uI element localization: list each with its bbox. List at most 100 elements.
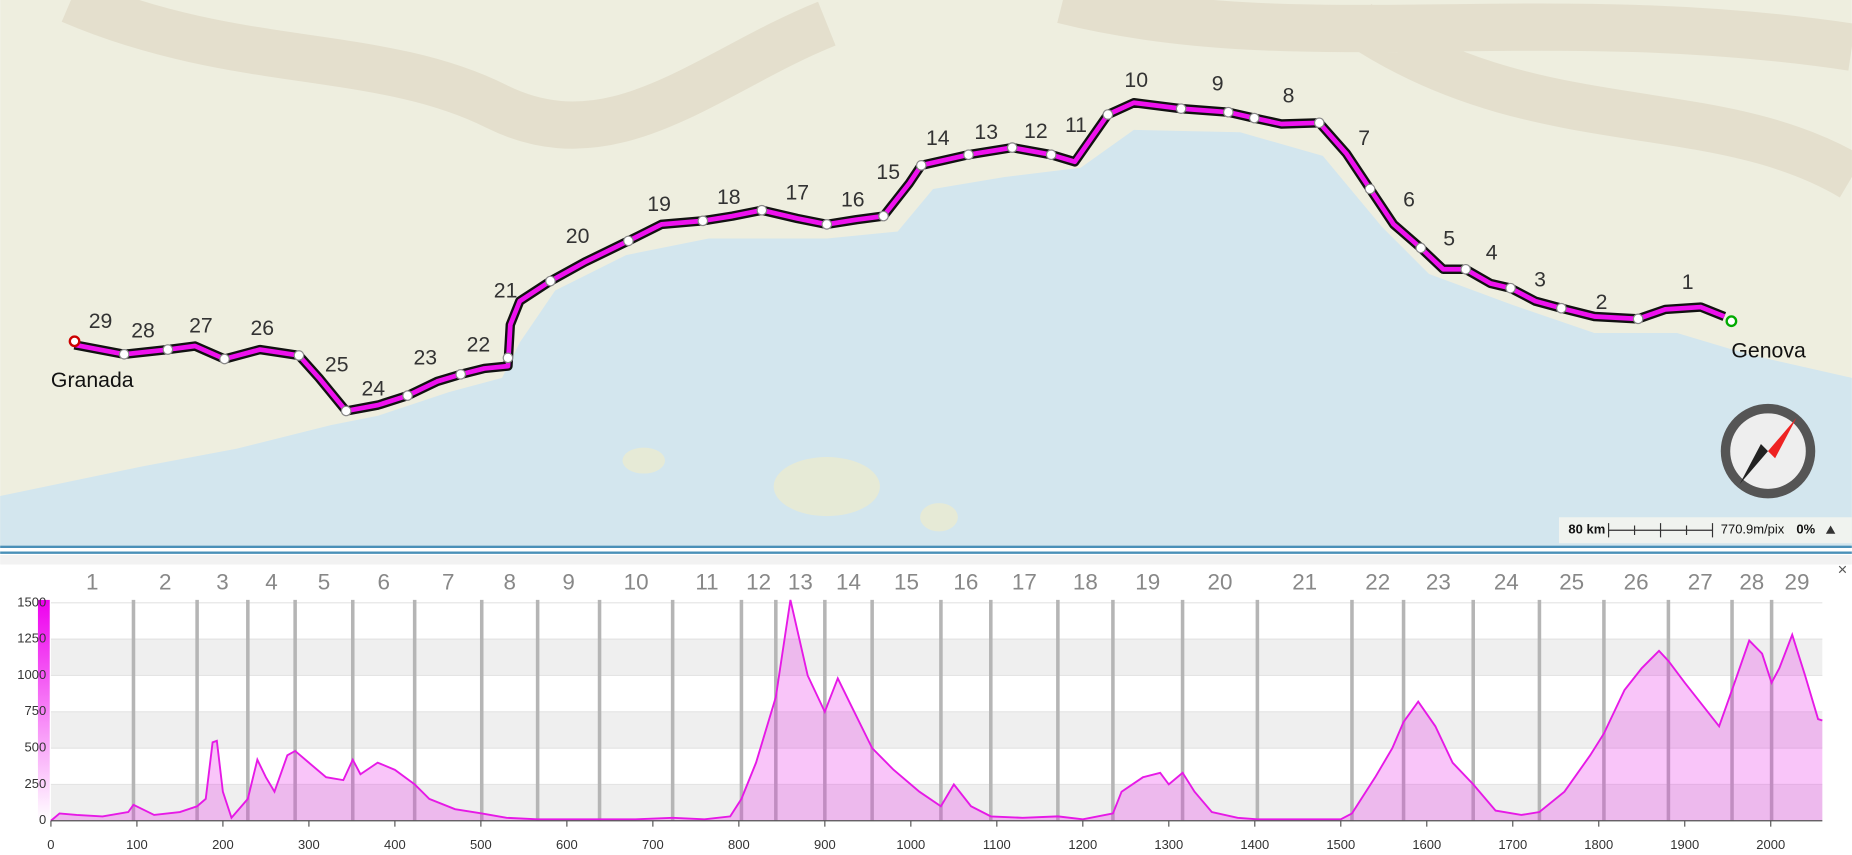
stage-label: 8 <box>503 569 515 594</box>
map-stage-label: 3 <box>1534 268 1546 292</box>
grid-band <box>50 639 1823 676</box>
stage-label: 7 <box>442 569 454 594</box>
scale-label: 80 km <box>1568 522 1605 537</box>
x-tick-label: 300 <box>298 837 320 852</box>
waypoint <box>502 352 514 364</box>
stage-label: 26 <box>1624 569 1649 594</box>
waypoint <box>1556 302 1567 314</box>
x-tick-label: 100 <box>126 837 148 852</box>
stage-label: 6 <box>377 569 389 594</box>
x-tick-label: 1800 <box>1584 837 1613 852</box>
waypoint <box>623 235 634 247</box>
map-stage-label: 28 <box>131 318 155 342</box>
island <box>622 447 666 474</box>
waypoint <box>821 219 833 230</box>
stage-label: 13 <box>788 569 813 594</box>
stage-labels: 1234567891011121314151617181920212223242… <box>89 68 1694 417</box>
x-tick-label: 1000 <box>896 837 925 852</box>
waypoint <box>455 369 467 380</box>
map-stage-label: 19 <box>647 192 671 216</box>
y-tick-label: 750 <box>25 703 47 718</box>
compass-needle <box>1739 444 1769 485</box>
waypoint <box>219 353 230 365</box>
waypoint <box>1248 112 1260 124</box>
y-tick-label: 500 <box>25 740 47 755</box>
map-stage-label: 23 <box>413 346 437 370</box>
stage-label: 10 <box>624 569 649 594</box>
stage-label: 20 <box>1207 569 1232 594</box>
x-tick-label: 700 <box>642 837 664 852</box>
map-stage-label: 26 <box>250 316 274 340</box>
relief <box>61 0 1852 198</box>
color-legend <box>37 599 50 821</box>
elevation-area <box>50 599 1823 821</box>
map-stage-label: 16 <box>841 187 865 211</box>
stage-label: 11 <box>695 569 718 594</box>
x-tick-label: 2000 <box>1756 837 1785 852</box>
map-stage-label: 5 <box>1443 226 1455 250</box>
x-tick-label: 1300 <box>1154 837 1183 852</box>
x-tick-label: 1400 <box>1240 837 1269 852</box>
waypoint <box>1313 117 1325 129</box>
waypoint <box>1175 103 1187 114</box>
scale-bar <box>1607 523 1714 538</box>
stage-label: 1 <box>86 569 98 594</box>
stage-label: 27 <box>1688 569 1713 594</box>
waypoint <box>1632 313 1644 325</box>
waypoint <box>1415 242 1427 254</box>
map-stage-label: 22 <box>467 333 491 357</box>
map-stage-label: 29 <box>89 309 113 333</box>
waypoint <box>293 350 305 361</box>
compass-needle <box>1768 418 1797 459</box>
waypoint <box>963 149 974 161</box>
end-city: Genova <box>1731 339 1806 363</box>
map-stage-label: 18 <box>717 185 741 209</box>
waypoint <box>1460 263 1472 275</box>
start-marker <box>68 335 81 348</box>
y-tick-label: 1250 <box>17 631 46 646</box>
map-stage-label: 21 <box>494 278 518 302</box>
start-city: Granada <box>51 368 134 392</box>
map-stage-label: 15 <box>876 160 900 184</box>
stage-label: 9 <box>562 569 574 594</box>
elevation-line <box>50 599 1823 822</box>
waypoint <box>756 204 768 216</box>
waypoint <box>1505 282 1516 294</box>
map-stage-label: 24 <box>362 376 386 400</box>
map-stage-label: 12 <box>1024 119 1048 143</box>
x-tick-label: 1100 <box>983 837 1011 852</box>
waypoint <box>1006 142 1018 153</box>
waypoint <box>118 348 130 360</box>
map-stage-label: 17 <box>785 180 809 204</box>
island <box>920 503 958 532</box>
x-tick-label: 1700 <box>1498 837 1527 852</box>
zoom-toggle[interactable] <box>1825 525 1836 534</box>
map-stage-label: 10 <box>1124 68 1148 92</box>
stage-label: 23 <box>1426 569 1451 594</box>
waypoint <box>915 160 927 171</box>
map-stage-label: 4 <box>1486 241 1498 265</box>
sea <box>0 129 1852 546</box>
stage-label: 24 <box>1494 569 1519 594</box>
toolbar <box>0 555 1852 565</box>
map-stage-label: 13 <box>974 120 998 144</box>
x-tick-label: 1200 <box>1068 837 1097 852</box>
stage-label: 29 <box>1784 569 1809 594</box>
map-stage-label: 8 <box>1283 83 1295 107</box>
compass[interactable] <box>1720 403 1816 499</box>
map-stage-label: 11 <box>1065 113 1087 137</box>
map-stage-label: 9 <box>1212 72 1224 96</box>
map[interactable]: 1234567891011121314151617181920212223242… <box>0 0 1852 546</box>
stage-label: 19 <box>1135 569 1160 594</box>
stage-label: 25 <box>1559 569 1584 594</box>
close-button[interactable]: × <box>1838 560 1848 579</box>
stage-label: 14 <box>836 569 861 594</box>
stage-label: 15 <box>894 569 919 594</box>
map-stage-label: 20 <box>566 224 590 248</box>
grid-band <box>50 711 1823 749</box>
x-tick-label: 1500 <box>1326 837 1355 852</box>
waypoint <box>878 210 889 222</box>
map-stage-label: 1 <box>1682 270 1694 294</box>
